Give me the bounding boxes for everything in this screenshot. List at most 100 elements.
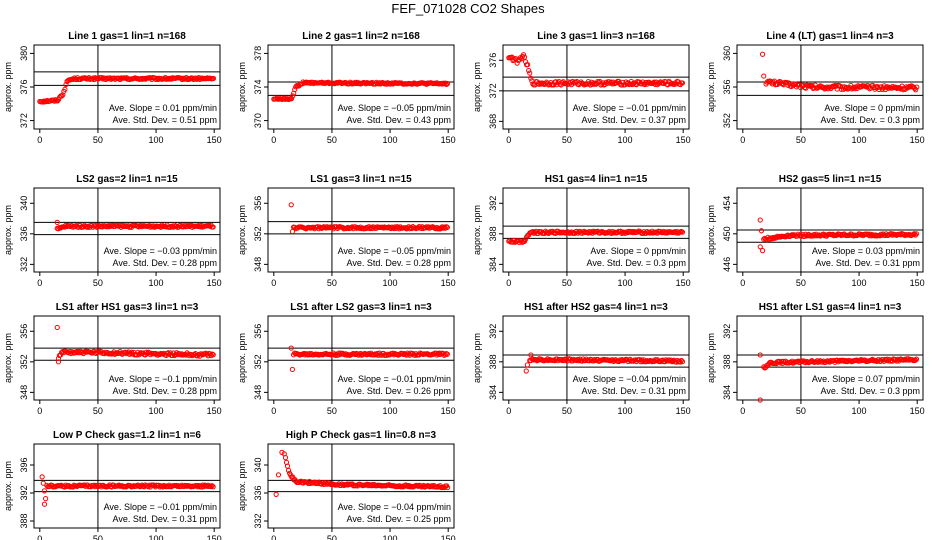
x-tick-label: 150: [910, 278, 925, 288]
x-tick-label: 100: [618, 278, 633, 288]
data-point: [399, 350, 405, 357]
y-tick-label: 352: [19, 354, 29, 369]
x-tick-label: 50: [562, 278, 572, 288]
std-dev-annotation: Ave. Std. Dev. = 0.28 ppm: [113, 258, 217, 268]
x-tick-label: 150: [207, 135, 222, 145]
panel-title: High P Check gas=1 lin=0.8 n=3: [286, 430, 437, 441]
std-dev-annotation: Ave. Std. Dev. = 0.3 ppm: [821, 386, 920, 396]
data-point: [444, 80, 451, 87]
y-tick-label: 352: [253, 354, 263, 369]
x-tick-label: 150: [676, 406, 691, 416]
y-tick-label: 348: [253, 385, 263, 400]
data-point: [776, 79, 782, 86]
y-axis-label: approx. ppm: [472, 62, 482, 112]
y-axis-label: approx. ppm: [472, 333, 482, 383]
y-axis-label: approx. ppm: [237, 205, 247, 255]
panel-title: LS1 gas=3 lin=1 n=15: [310, 174, 412, 185]
y-tick-label: 392: [722, 324, 732, 339]
data-point: [289, 366, 296, 373]
data-point: [523, 368, 529, 374]
y-tick-label: 352: [253, 226, 263, 241]
y-tick-label: 356: [253, 196, 263, 211]
y-axis-label: approx. ppm: [3, 333, 13, 383]
y-tick-label: 356: [19, 324, 29, 339]
y-tick-label: 356: [722, 79, 732, 94]
data-point: [912, 232, 919, 238]
slope-annotation: Ave. Slope = −0.05 ppm/min: [338, 246, 451, 256]
x-tick-label: 150: [910, 406, 925, 416]
slope-annotation: Ave. Slope = 0.01 ppm/min: [109, 103, 217, 113]
data-point: [210, 75, 217, 82]
data-point: [761, 73, 767, 79]
data-point: [289, 228, 296, 235]
x-tick-label: 50: [327, 135, 337, 145]
x-tick-label: 0: [37, 278, 42, 288]
y-tick-label: 332: [253, 513, 263, 528]
data-point: [41, 488, 48, 494]
data-point: [527, 70, 533, 76]
y-tick-label: 388: [722, 354, 732, 369]
y-axis-label: approx. ppm: [3, 62, 13, 112]
plot-frame: [502, 315, 690, 401]
slope-annotation: Ave. Slope = −0.01 ppm/min: [573, 103, 686, 113]
data-point: [757, 352, 763, 358]
page-title: FEF_071028 CO2 Shapes: [391, 1, 545, 16]
x-tick-label: 100: [618, 406, 633, 416]
data-point: [789, 81, 795, 87]
panel-8: HS2 gas=5 lin=1 n=15 approx. ppm 0 50 100 150…: [706, 174, 925, 288]
plot-frame: [33, 187, 221, 273]
x-tick-label: 50: [327, 534, 337, 540]
x-tick-label: 100: [852, 135, 867, 145]
data-point: [281, 451, 287, 457]
x-tick-label: 50: [93, 534, 103, 540]
data-point: [679, 80, 686, 86]
x-tick-label: 100: [852, 406, 867, 416]
y-tick-label: 340: [253, 457, 263, 472]
data-point: [619, 82, 625, 88]
panel-9: LS1 after HS1 gas=3 lin=1 n=3 approx. ppm…: [3, 302, 222, 416]
data-point: [913, 87, 919, 93]
y-tick-label: 348: [19, 385, 29, 400]
panel-title: Line 2 gas=1 lin=2 n=168: [302, 31, 420, 42]
panel-11: HS1 after HS2 gas=4 lin=1 n=3 approx. ppm…: [472, 302, 691, 416]
plot-frame: [502, 44, 690, 130]
data-point: [913, 231, 920, 237]
data-point: [210, 224, 216, 230]
data-point: [914, 84, 920, 90]
x-tick-label: 50: [562, 135, 572, 145]
y-tick-label: 336: [253, 485, 263, 500]
y-tick-label: 392: [19, 485, 29, 500]
panel-1: Line 1 gas=1 lin=1 n=168 approx. ppm 0 50 10…: [3, 31, 222, 145]
slope-annotation: Ave. Slope = 0.07 ppm/min: [812, 374, 920, 384]
x-tick-label: 100: [383, 135, 398, 145]
x-tick-label: 50: [93, 135, 103, 145]
std-dev-annotation: Ave. Std. Dev. = 0.43 ppm: [347, 115, 451, 125]
x-tick-label: 150: [441, 406, 456, 416]
slope-annotation: Ave. Slope = 0.03 ppm/min: [812, 246, 920, 256]
data-point: [521, 54, 528, 60]
x-tick-label: 100: [383, 278, 398, 288]
data-point: [185, 222, 191, 228]
data-point: [525, 61, 531, 68]
y-tick-label: 392: [488, 324, 498, 339]
y-tick-label: 372: [19, 113, 29, 128]
data-point: [524, 362, 531, 368]
plot-frame: [33, 443, 221, 529]
std-dev-annotation: Ave. Std. Dev. = 0.26 ppm: [347, 386, 451, 396]
data-point: [290, 93, 296, 99]
y-tick-label: 376: [488, 53, 498, 68]
data-point: [292, 86, 298, 93]
std-dev-annotation: Ave. Std. Dev. = 0.28 ppm: [113, 386, 217, 396]
plot-frame: [502, 187, 690, 273]
x-tick-label: 50: [327, 278, 337, 288]
slope-annotation: Ave. Slope = −0.01 ppm/min: [338, 374, 451, 384]
data-point: [528, 75, 534, 81]
data-point: [526, 67, 532, 74]
data-point: [441, 224, 447, 230]
data-point: [678, 357, 685, 364]
y-tick-label: 380: [19, 46, 29, 61]
panel-12: HS1 after LS1 gas=4 lin=1 n=3 approx. ppm…: [706, 302, 925, 416]
y-axis-label: approx. ppm: [237, 62, 247, 112]
x-tick-label: 150: [910, 135, 925, 145]
